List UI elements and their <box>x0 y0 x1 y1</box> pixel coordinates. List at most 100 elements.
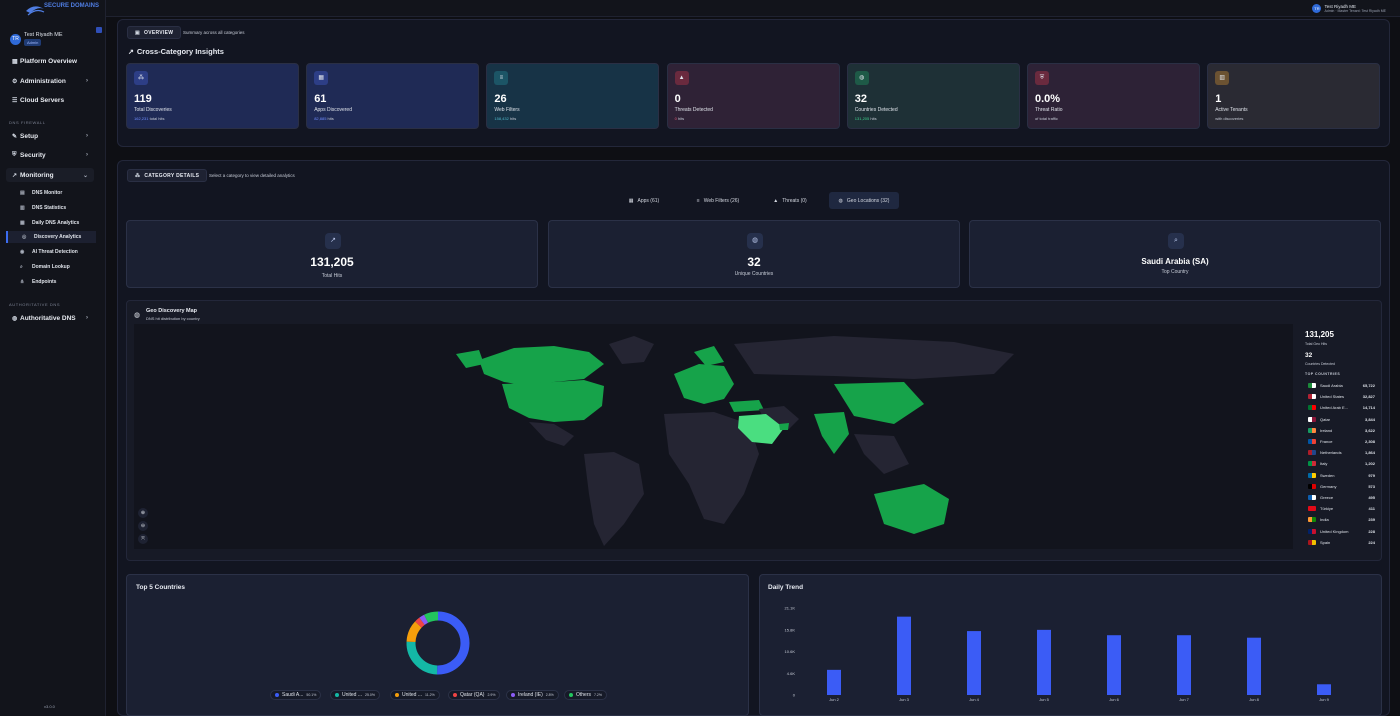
world-map[interactable] <box>134 324 1293 549</box>
country-row[interactable]: India 239 <box>1305 515 1375 525</box>
nav-authoritative-dns[interactable]: ◍ Authoritative DNS › <box>6 311 94 325</box>
donut-slice[interactable] <box>406 641 438 675</box>
y-tick-label: 10.6K <box>785 649 796 654</box>
stat-label: Top Country <box>1161 269 1189 275</box>
flag-icon <box>1308 517 1316 523</box>
nav-platform-overview[interactable]: ▦ Platform Overview <box>6 54 94 68</box>
donut-slice[interactable] <box>419 614 429 625</box>
kpi-sub-value: 162,231 <box>134 116 149 121</box>
y-tick-label: 21.1K <box>785 606 796 611</box>
country-row[interactable]: United States 32,827 <box>1305 392 1375 402</box>
map-countries-count: 32 <box>1305 352 1313 359</box>
country-row[interactable]: France 2,308 <box>1305 437 1375 447</box>
section-authoritative-dns: AUTHORITATIVE DNS <box>9 302 61 307</box>
tab-geo-locations[interactable]: ◍ Geo Locations (32) <box>829 192 899 209</box>
shield-icon: ⛨ <box>12 151 17 158</box>
trend-bar[interactable] <box>1247 637 1261 695</box>
kpi-label: Web Filters <box>494 107 520 113</box>
trend-bar[interactable] <box>897 616 911 695</box>
country-name: Italy <box>1320 461 1328 467</box>
nav-label: Setup <box>20 132 39 140</box>
nav-monitoring[interactable]: ↗ Monitoring ⌄ <box>6 168 94 182</box>
donut-slice[interactable] <box>415 617 425 628</box>
country-row[interactable]: Italy 1,202 <box>1305 459 1375 469</box>
country-row[interactable]: Saudi Arabia 65,722 <box>1305 381 1375 391</box>
collapse-sidebar-button[interactable] <box>96 27 102 33</box>
reset-zoom-button[interactable]: ⤧ <box>138 534 148 544</box>
trend-bar[interactable] <box>1107 635 1121 695</box>
sidebar-item-ai-threat-detection[interactable]: ◉ AI Threat Detection <box>6 246 96 258</box>
country-value: 411 <box>1368 506 1375 512</box>
tab-label: Apps (61) <box>637 197 660 204</box>
legend-item[interactable]: Others 7.2% <box>564 690 607 700</box>
trend-bar[interactable] <box>1317 684 1331 695</box>
map-country-china <box>834 382 924 424</box>
country-row[interactable]: Greece 495 <box>1305 493 1375 503</box>
donut-slice[interactable] <box>437 611 470 675</box>
zoom-in-button[interactable]: ⊕ <box>138 508 148 518</box>
sidebar-item-discovery-analytics[interactable]: ◎ Discovery Analytics <box>6 231 96 243</box>
x-tick-label: Jun 8 <box>1249 697 1260 702</box>
kpi-value: 61 <box>314 93 327 105</box>
country-row[interactable]: United Kingdom 228 <box>1305 527 1375 537</box>
gear-icon: ⚙ <box>12 78 18 85</box>
country-row[interactable]: Spain 224 <box>1305 538 1375 548</box>
nav-administration[interactable]: ⚙ Administration › <box>6 74 94 88</box>
country-value: 573 <box>1368 483 1375 489</box>
y-tick-label: 4.6K <box>787 671 796 676</box>
compass-icon: ◎ <box>22 234 27 240</box>
country-row[interactable]: Germany 573 <box>1305 482 1375 492</box>
trend-bar[interactable] <box>1177 635 1191 695</box>
map-country-southeast-asia <box>854 434 909 474</box>
map-country-turkey <box>729 400 764 412</box>
tenant-switcher[interactable]: TR Test Riyadh ME Admin · Master Tenant:… <box>1312 4 1386 13</box>
trend-bar[interactable] <box>1037 629 1051 695</box>
country-row[interactable]: Qatar 3,844 <box>1305 415 1375 425</box>
sidebar-item-daily-dns-analytics[interactable]: ▦ Daily DNS Analytics <box>6 217 96 229</box>
sidebar-item-dns-monitor[interactable]: ▤ DNS Monitor <box>6 187 96 199</box>
country-value: 495 <box>1368 495 1375 500</box>
country-row[interactable]: Türkiye 411 <box>1305 504 1375 514</box>
zoom-out-button[interactable]: ⊖ <box>138 521 148 531</box>
country-row[interactable]: Ireland 3,622 <box>1305 426 1375 436</box>
legend-label: Saudi A... <box>282 692 304 698</box>
legend-pct: 25.0% <box>365 693 375 697</box>
nav-cloud-servers[interactable]: ☰ Cloud Servers <box>6 93 94 107</box>
tab-web-filters[interactable]: ≡ Web Filters (26) <box>685 192 751 209</box>
legend-item[interactable]: Qatar (QA) 2.9% <box>448 690 501 700</box>
sidebar-item-dns-statistics[interactable]: ▥ DNS Statistics <box>6 202 96 214</box>
sidebar-item-endpoints[interactable]: ⋔ Endpoints <box>6 276 96 288</box>
country-row[interactable]: Sweden 979 <box>1305 471 1375 481</box>
legend-item[interactable]: Saudi A... 50.1% <box>270 690 322 700</box>
legend-item[interactable]: United ... 11.2% <box>390 690 440 700</box>
tab-apps[interactable]: ▦ Apps (61) <box>619 192 669 209</box>
kpi-sub-text: of total traffic <box>1035 116 1058 121</box>
country-name: Netherlands <box>1320 450 1342 456</box>
map-country-alaska <box>456 350 484 368</box>
stat-value: 32 <box>747 255 761 269</box>
donut-slice[interactable] <box>406 621 422 643</box>
tab-threats[interactable]: ▲ Threats (0) <box>765 192 815 209</box>
kpi-sub: 158,432 hits <box>494 116 516 121</box>
map-total-hits-label: Total Geo Hits <box>1305 342 1327 346</box>
trend-bar[interactable] <box>827 669 841 695</box>
country-row[interactable]: United Arab E... 14,714 <box>1305 403 1375 413</box>
overview-icon: ▣ <box>135 29 141 36</box>
sidebar-item-domain-lookup[interactable]: ⌕ Domain Lookup <box>6 261 96 273</box>
legend-item[interactable]: United ... 25.0% <box>330 690 380 700</box>
insights-title: ↗ Cross-Category Insights <box>128 47 224 56</box>
kpi-card: ▥ 1 Active Tenants with discoveries <box>1207 63 1381 129</box>
kpi-sub-text: hits <box>327 116 334 121</box>
map-country-uae <box>779 423 789 430</box>
kpi-card: ≡ 26 Web Filters 158,432 hits <box>486 63 660 129</box>
filter-icon: ≡ <box>494 71 509 85</box>
chevron-right-icon: › <box>86 315 88 321</box>
nav-security[interactable]: ⛨ Security › <box>6 148 94 162</box>
trend-bar[interactable] <box>967 631 981 695</box>
user-card[interactable]: TR Test Riyadh ME Admin <box>6 32 101 47</box>
legend-item[interactable]: Ireland (IE) 2.8% <box>506 690 559 700</box>
country-name: United Arab E... <box>1320 405 1349 411</box>
donut-slice[interactable] <box>424 611 439 623</box>
nav-setup[interactable]: ✎ Setup › <box>6 129 94 143</box>
country-row[interactable]: Netherlands 1,864 <box>1305 448 1375 458</box>
